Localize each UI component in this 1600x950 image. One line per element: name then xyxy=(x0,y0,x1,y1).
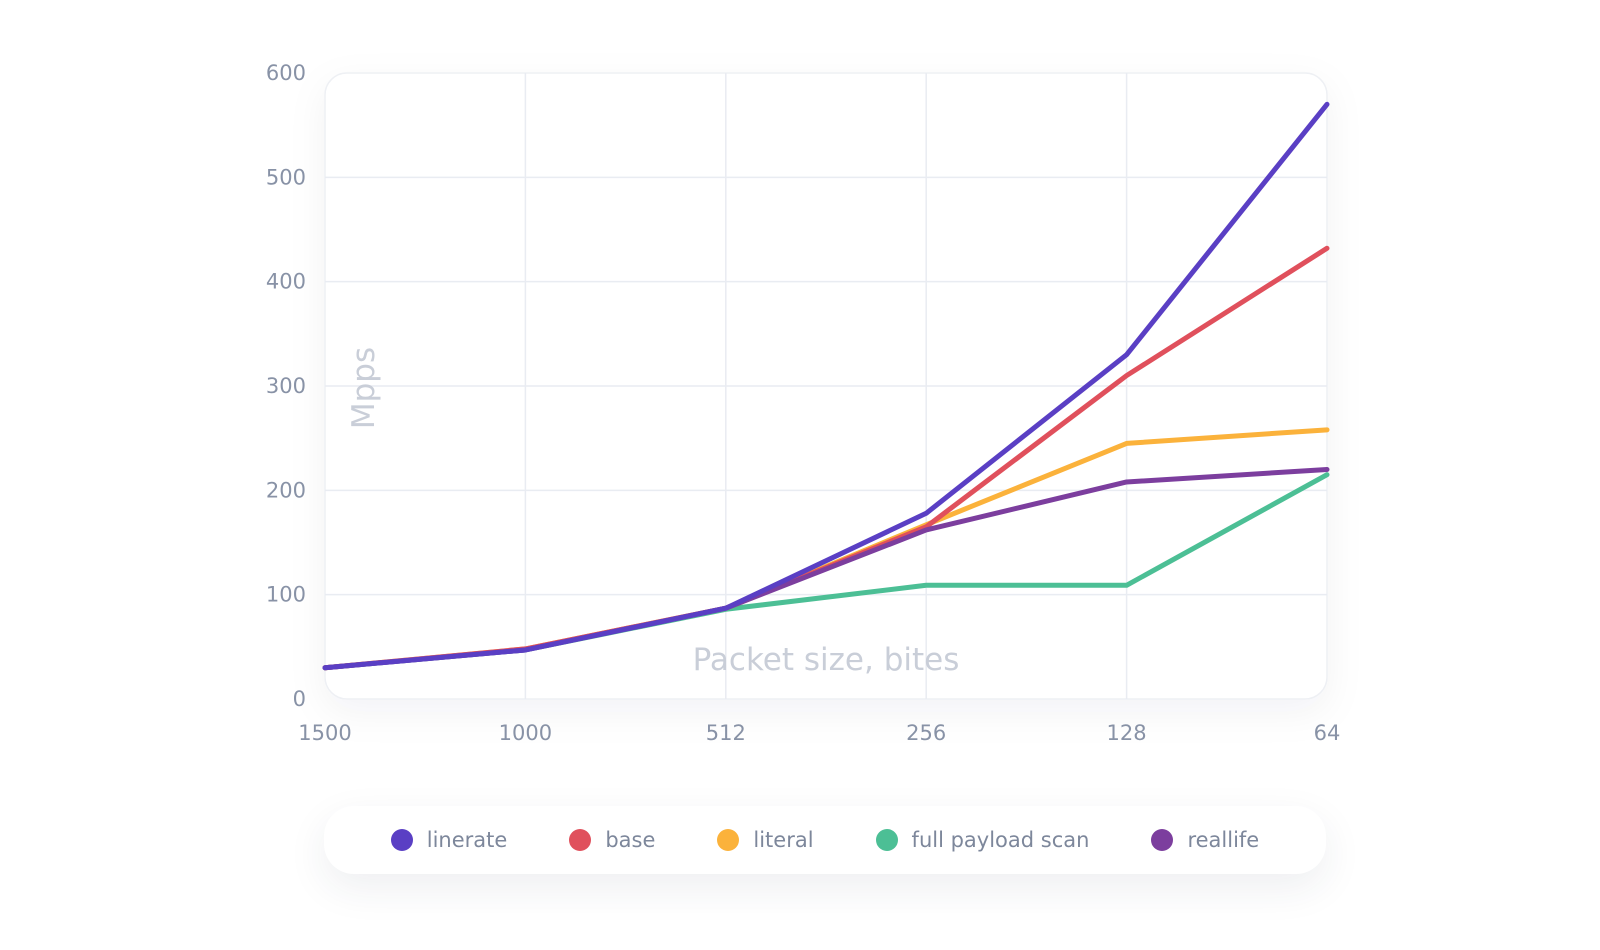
y-tick-label: 400 xyxy=(266,270,306,294)
legend-label: literal xyxy=(753,828,814,852)
legend-dot-icon xyxy=(390,829,413,851)
x-tick-label: 256 xyxy=(906,721,946,745)
legend: linerate base literal full payload scan … xyxy=(324,806,1326,874)
legend-label: base xyxy=(605,828,656,852)
series-line-linerate xyxy=(322,101,1330,671)
legend-label: full payload scan xyxy=(911,828,1090,852)
legend-item-base[interactable]: base xyxy=(569,828,655,852)
legend-item-full-payload-scan[interactable]: full payload scan xyxy=(875,828,1090,852)
legend-item-linerate[interactable]: linerate xyxy=(390,828,508,852)
x-axis-title: Packet size, bites xyxy=(693,642,960,678)
legend-label: reallife xyxy=(1187,828,1260,852)
legend-label: linerate xyxy=(426,828,508,852)
y-axis-title: Mpps xyxy=(346,347,382,429)
y-tick-label: 500 xyxy=(266,165,306,189)
y-tick-label: 200 xyxy=(266,478,306,502)
x-tick-label: 64 xyxy=(1314,721,1341,745)
x-tick-label: 512 xyxy=(706,721,746,745)
y-tick-label: 0 xyxy=(293,687,306,711)
x-axis: 1500 1000 512 256 128 64 xyxy=(298,721,1340,745)
y-axis: 0 100 200 300 400 500 600 xyxy=(266,61,306,711)
grid xyxy=(325,73,1327,699)
x-tick-label: 1500 xyxy=(298,721,351,745)
legend-item-literal[interactable]: literal xyxy=(717,828,814,852)
legend-dot-icon xyxy=(717,829,740,851)
y-tick-label: 300 xyxy=(266,374,306,398)
x-tick-label: 128 xyxy=(1107,721,1147,745)
x-tick-label: 1000 xyxy=(499,721,552,745)
legend-item-reallife[interactable]: reallife xyxy=(1151,828,1259,852)
series-lines xyxy=(322,101,1330,671)
y-tick-label: 600 xyxy=(266,61,306,85)
legend-dot-icon xyxy=(569,829,592,851)
y-tick-label: 100 xyxy=(266,583,306,607)
legend-dot-icon xyxy=(1151,829,1174,851)
legend-dot-icon xyxy=(875,829,898,851)
